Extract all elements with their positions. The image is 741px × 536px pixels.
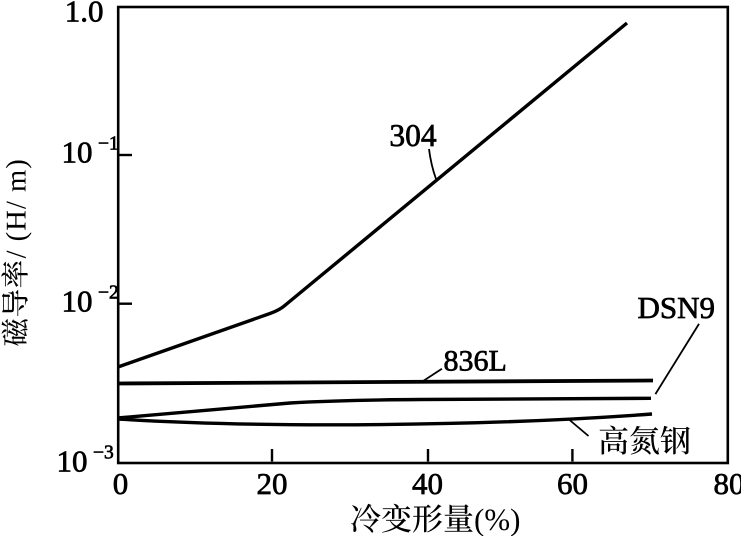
svg-text:1.0: 1.0 — [65, 0, 104, 29]
svg-text:10−3: 10 −3 — [57, 443, 114, 479]
svg-text:DSN9: DSN9 — [638, 290, 716, 325]
svg-text:10−1: 10 −1 — [62, 134, 119, 170]
svg-text:20: 20 — [257, 466, 288, 501]
svg-text:60: 60 — [557, 466, 588, 501]
svg-text:304: 304 — [389, 118, 437, 153]
svg-text:0: 0 — [113, 466, 129, 501]
svg-text:40: 40 — [412, 466, 443, 501]
svg-text:836L: 836L — [444, 345, 507, 378]
svg-text:10−2: 10 −2 — [62, 283, 119, 319]
svg-text:80: 80 — [714, 466, 741, 501]
